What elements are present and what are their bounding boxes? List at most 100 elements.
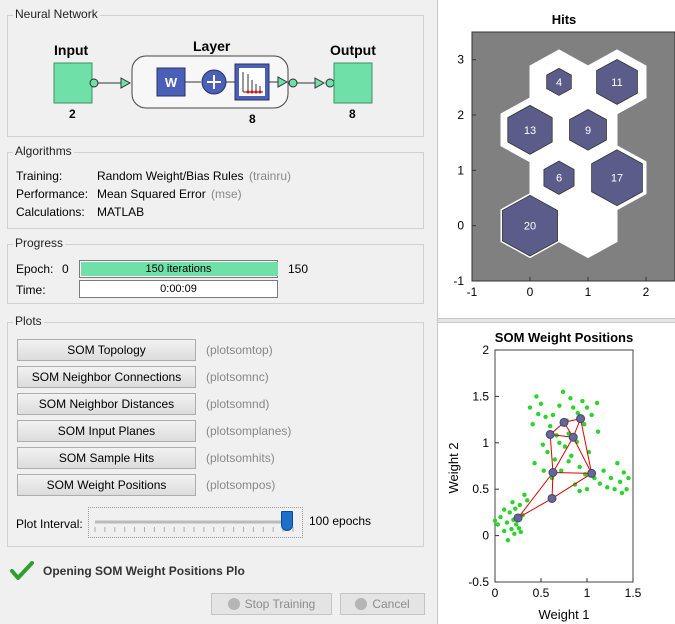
data-point-56 xyxy=(594,400,600,406)
slider-track xyxy=(94,520,294,532)
som-sample-hits-func: (plotsomhits) xyxy=(206,451,275,465)
performance-value: Mean Squared Error xyxy=(97,187,206,201)
data-point-17 xyxy=(522,492,527,497)
som-weight-positions-button[interactable]: SOM Weight Positions xyxy=(17,474,196,496)
data-point-13 xyxy=(513,522,519,527)
hits-ytick-3: 2 xyxy=(457,108,464,122)
data-point-26 xyxy=(540,442,546,447)
hits-count-0: 20 xyxy=(524,221,536,233)
neuron-4 xyxy=(545,429,555,439)
time-value: 0:00:09 xyxy=(160,283,197,295)
time-field: 0:00:09 xyxy=(79,280,278,298)
hits-marker-6 xyxy=(546,67,572,96)
stop-icon xyxy=(227,598,240,610)
data-point-70 xyxy=(557,440,562,445)
hits-xtick-3: 2 xyxy=(643,285,650,299)
output-connector-icon xyxy=(325,78,335,88)
epoch-progress-fill xyxy=(81,262,278,276)
cancel-button[interactable]: Cancel xyxy=(340,593,425,615)
arrow-icon xyxy=(277,76,289,88)
pos-xtick-2: 1 xyxy=(584,586,591,600)
epoch-progress-bar: 150 iterations xyxy=(79,260,278,278)
hits-count-2: 6 xyxy=(556,173,562,185)
som-topology-button[interactable]: SOM Topology xyxy=(17,339,196,361)
data-point-43 xyxy=(571,405,576,410)
data-point-42 xyxy=(569,453,574,458)
arrow-icon xyxy=(314,77,326,89)
neural-network-group-title: Neural Network xyxy=(13,7,100,21)
pos-ytick-4: 1.5 xyxy=(472,389,489,403)
cancel-icon xyxy=(355,598,368,610)
plot-interval-value: 100 epochs xyxy=(309,514,372,528)
stop-training-button[interactable]: Stop Training xyxy=(211,593,332,615)
epoch-progress-text: 150 iterations xyxy=(145,263,212,275)
neuron-1 xyxy=(547,493,557,503)
neuron-3 xyxy=(587,468,597,478)
data-point-36 xyxy=(559,468,564,473)
data-point-46 xyxy=(575,410,580,416)
data-point-21 xyxy=(530,422,535,427)
status-message: Opening SOM Weight Positions Plo xyxy=(43,564,245,578)
progress-group: Progress Epoch: 0 150 iterations 150 Tim… xyxy=(7,236,424,304)
cancel-label: Cancel xyxy=(372,597,410,611)
hits-marker-2 xyxy=(543,160,575,195)
data-point-28 xyxy=(543,414,548,420)
data-point-12 xyxy=(513,506,518,511)
data-point-33 xyxy=(552,457,557,462)
output-label: Output xyxy=(330,42,376,58)
data-point-69 xyxy=(566,459,571,464)
weight-positions-ylabel: Weight 2 xyxy=(446,442,461,493)
weight-positions-plot: SOM Weight Positions 0 0.5 1 1.5-0.500.511.… xyxy=(446,330,642,622)
hits-ytick-2: 1 xyxy=(457,163,464,177)
som-neighbor-distances-button[interactable]: SOM Neighbor Distances xyxy=(17,393,196,415)
training-func: (trainru) xyxy=(249,169,292,183)
data-point-7 xyxy=(507,510,512,515)
data-point-29 xyxy=(545,449,550,455)
progress-group-title: Progress xyxy=(13,236,66,250)
data-point-50 xyxy=(577,488,582,494)
data-point-57 xyxy=(595,429,601,434)
data-point-19 xyxy=(525,498,530,503)
pos-xtick-1: 0.5 xyxy=(533,586,550,600)
data-point-32 xyxy=(550,412,556,418)
hits-marker-5 xyxy=(569,109,607,151)
neuron-link-0 xyxy=(517,498,553,519)
arrow-icon xyxy=(120,77,132,89)
hits-count-6: 4 xyxy=(556,77,562,89)
network-diagram: W xyxy=(53,55,373,109)
slider-thumb[interactable] xyxy=(281,511,293,531)
hits-ytick-4: 3 xyxy=(457,53,464,67)
plots-group-title: Plots xyxy=(13,314,44,328)
calculations-label: Calculations: xyxy=(16,205,85,219)
data-point-64 xyxy=(617,479,623,484)
neuron-7 xyxy=(576,414,586,424)
som-input-planes-func: (plotsomplanes) xyxy=(206,424,292,438)
hits-count-7: 11 xyxy=(611,77,622,89)
data-point-41 xyxy=(568,396,573,401)
data-point-14 xyxy=(516,525,522,531)
layer-label: Layer xyxy=(193,38,231,54)
weight-symbol: W xyxy=(165,75,178,90)
weight-positions-axes xyxy=(494,349,634,583)
hits-xtick-1: 0 xyxy=(527,285,534,299)
neuron-link-1 xyxy=(517,472,554,519)
data-point-3 xyxy=(502,528,507,534)
data-point-30 xyxy=(548,423,553,429)
hits-ytick-1: 0 xyxy=(457,219,464,233)
performance-func: (mse) xyxy=(211,187,242,201)
som-neighbor-connections-button[interactable]: SOM Neighbor Connections xyxy=(17,366,196,388)
plot-interval-slider[interactable] xyxy=(88,507,303,538)
weight-positions-title: SOM Weight Positions xyxy=(495,330,633,345)
data-point-25 xyxy=(538,401,544,407)
epoch-end: 150 xyxy=(288,262,309,276)
data-point-38 xyxy=(562,444,568,449)
som-input-planes-button[interactable]: SOM Input Planes xyxy=(17,420,196,442)
hits-marker-3 xyxy=(591,149,643,207)
neuron-link-3 xyxy=(551,473,592,499)
data-point-15 xyxy=(517,502,523,508)
data-point-18 xyxy=(518,529,523,535)
neuron-5 xyxy=(568,432,578,442)
data-point-68 xyxy=(619,490,625,496)
data-point-37 xyxy=(560,389,566,394)
som-sample-hits-button[interactable]: SOM Sample Hits xyxy=(17,447,196,469)
